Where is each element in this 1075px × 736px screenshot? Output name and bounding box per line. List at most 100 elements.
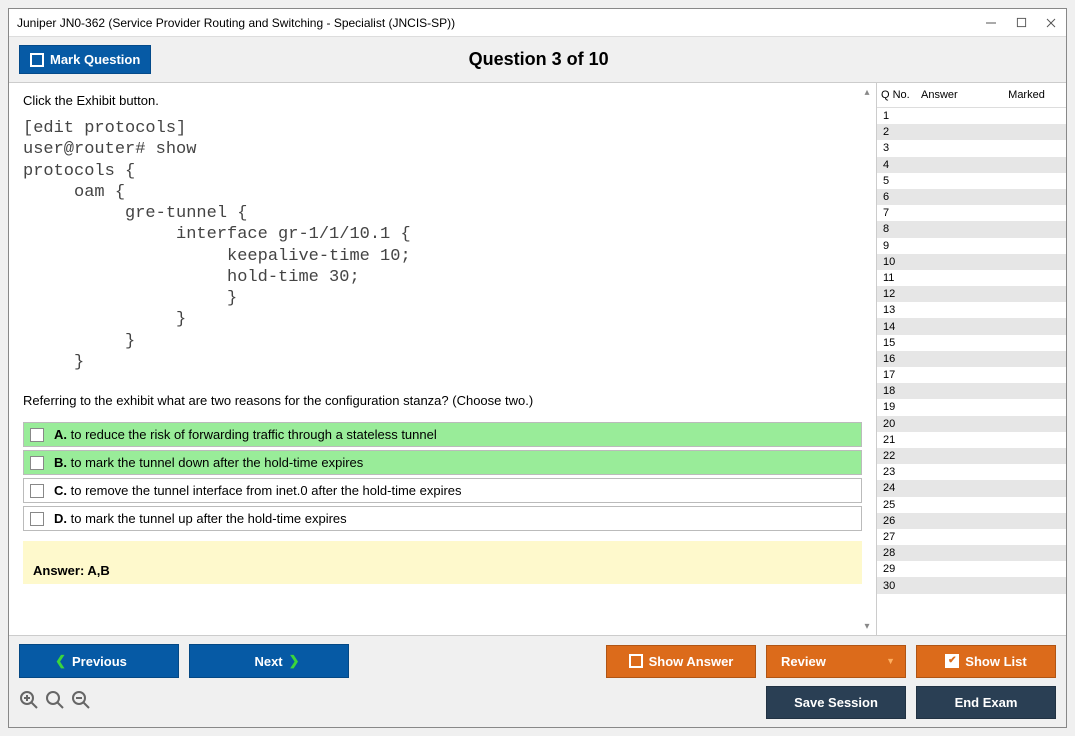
question-list-row[interactable]: 13 (877, 302, 1066, 318)
review-button[interactable]: Review ▼ (766, 645, 906, 678)
question-list-row[interactable]: 12 (877, 286, 1066, 302)
question-list-row[interactable]: 30 (877, 577, 1066, 593)
question-list-row[interactable]: 17 (877, 367, 1066, 383)
question-number-cell: 14 (883, 321, 923, 333)
question-list-row[interactable]: 16 (877, 351, 1066, 367)
question-number-cell: 17 (883, 369, 923, 381)
end-exam-button[interactable]: End Exam (916, 686, 1056, 719)
show-list-label: Show List (965, 654, 1026, 669)
question-list-row[interactable]: 27 (877, 529, 1066, 545)
question-number-cell: 9 (883, 240, 923, 252)
option-checkbox[interactable] (30, 512, 44, 526)
options-list: A. to reduce the risk of forwarding traf… (23, 422, 862, 531)
question-number-cell: 22 (883, 450, 923, 462)
show-answer-button[interactable]: Show Answer (606, 645, 756, 678)
question-list-row[interactable]: 11 (877, 270, 1066, 286)
question-list-header: Q No. Answer Marked (877, 83, 1066, 108)
question-number-cell: 12 (883, 288, 923, 300)
answer-box: Answer: A,B (23, 541, 862, 584)
previous-button[interactable]: ❮ Previous (19, 644, 179, 678)
question-number-cell: 7 (883, 207, 923, 219)
question-list-row[interactable]: 19 (877, 399, 1066, 415)
content-area: ▴ Click the Exhibit button. [edit protoc… (9, 83, 1066, 635)
question-list-row[interactable]: 10 (877, 254, 1066, 270)
col-marked-header: Marked (991, 89, 1062, 101)
question-list-row[interactable]: 8 (877, 221, 1066, 237)
chevron-right-icon: ❯ (289, 653, 300, 669)
minimize-button[interactable] (984, 16, 998, 30)
col-answer-header: Answer (921, 89, 991, 101)
question-number-cell: 24 (883, 482, 923, 494)
scroll-up-icon[interactable]: ▴ (860, 85, 874, 99)
question-list-row[interactable]: 22 (877, 448, 1066, 464)
question-number-cell: 27 (883, 531, 923, 543)
option-label: D. to mark the tunnel up after the hold-… (54, 511, 347, 526)
option-letter: B. (54, 455, 67, 470)
option-row-D[interactable]: D. to mark the tunnel up after the hold-… (23, 506, 862, 531)
show-list-checkbox-icon: ✔ (945, 654, 959, 668)
question-number-cell: 21 (883, 434, 923, 446)
question-list-row[interactable]: 23 (877, 464, 1066, 480)
question-list-row[interactable]: 3 (877, 140, 1066, 156)
zoom-out-icon[interactable] (71, 690, 91, 715)
save-session-button[interactable]: Save Session (766, 686, 906, 719)
next-button[interactable]: Next ❯ (189, 644, 349, 678)
question-list-row[interactable]: 29 (877, 561, 1066, 577)
question-number-cell: 4 (883, 159, 923, 171)
option-row-C[interactable]: C. to remove the tunnel interface from i… (23, 478, 862, 503)
chevron-left-icon: ❮ (55, 653, 66, 669)
show-list-button[interactable]: ✔ Show List (916, 645, 1056, 678)
question-list-row[interactable]: 6 (877, 189, 1066, 205)
mark-question-button[interactable]: Mark Question (19, 45, 151, 74)
instruction-text: Click the Exhibit button. (23, 93, 862, 108)
session-row: Save Session End Exam (19, 686, 1056, 719)
app-window: Juniper JN0-362 (Service Provider Routin… (8, 8, 1067, 728)
question-number-cell: 20 (883, 418, 923, 430)
option-label: C. to remove the tunnel interface from i… (54, 483, 462, 498)
question-number-cell: 26 (883, 515, 923, 527)
question-list[interactable]: 1234567891011121314151617181920212223242… (877, 108, 1066, 635)
close-button[interactable] (1044, 16, 1058, 30)
question-number-cell: 25 (883, 499, 923, 511)
question-number-cell: 28 (883, 547, 923, 559)
question-list-row[interactable]: 20 (877, 416, 1066, 432)
question-number-cell: 13 (883, 304, 923, 316)
option-checkbox[interactable] (30, 428, 44, 442)
zoom-reset-icon[interactable] (19, 690, 39, 715)
question-number-cell: 16 (883, 353, 923, 365)
question-text: Referring to the exhibit what are two re… (23, 393, 862, 408)
titlebar: Juniper JN0-362 (Service Provider Routin… (9, 9, 1066, 37)
question-list-row[interactable]: 15 (877, 335, 1066, 351)
option-row-A[interactable]: A. to reduce the risk of forwarding traf… (23, 422, 862, 447)
question-list-row[interactable]: 18 (877, 383, 1066, 399)
question-list-row[interactable]: 21 (877, 432, 1066, 448)
option-row-B[interactable]: B. to mark the tunnel down after the hol… (23, 450, 862, 475)
question-list-row[interactable]: 5 (877, 173, 1066, 189)
nav-row: ❮ Previous Next ❯ Show Answer Review ▼ ✔… (19, 644, 1056, 678)
question-number-cell: 29 (883, 563, 923, 575)
footer: ❮ Previous Next ❯ Show Answer Review ▼ ✔… (9, 635, 1066, 727)
question-list-row[interactable]: 14 (877, 318, 1066, 334)
question-number-cell: 2 (883, 126, 923, 138)
question-number-cell: 23 (883, 466, 923, 478)
question-list-row[interactable]: 28 (877, 545, 1066, 561)
window-title: Juniper JN0-362 (Service Provider Routin… (17, 16, 984, 30)
question-list-row[interactable]: 7 (877, 205, 1066, 221)
question-list-row[interactable]: 24 (877, 480, 1066, 496)
answer-label: Answer: A,B (33, 563, 110, 578)
scroll-down-icon[interactable]: ▾ (860, 619, 874, 633)
question-list-row[interactable]: 9 (877, 238, 1066, 254)
question-number-cell: 15 (883, 337, 923, 349)
question-list-row[interactable]: 26 (877, 513, 1066, 529)
question-list-row[interactable]: 1 (877, 108, 1066, 124)
option-checkbox[interactable] (30, 484, 44, 498)
save-session-label: Save Session (794, 695, 878, 710)
maximize-button[interactable] (1014, 16, 1028, 30)
option-text: to remove the tunnel interface from inet… (67, 483, 462, 498)
option-checkbox[interactable] (30, 456, 44, 470)
question-list-row[interactable]: 4 (877, 157, 1066, 173)
question-counter: Question 3 of 10 (151, 49, 926, 70)
question-list-row[interactable]: 2 (877, 124, 1066, 140)
question-list-row[interactable]: 25 (877, 497, 1066, 513)
zoom-in-icon[interactable] (45, 690, 65, 715)
